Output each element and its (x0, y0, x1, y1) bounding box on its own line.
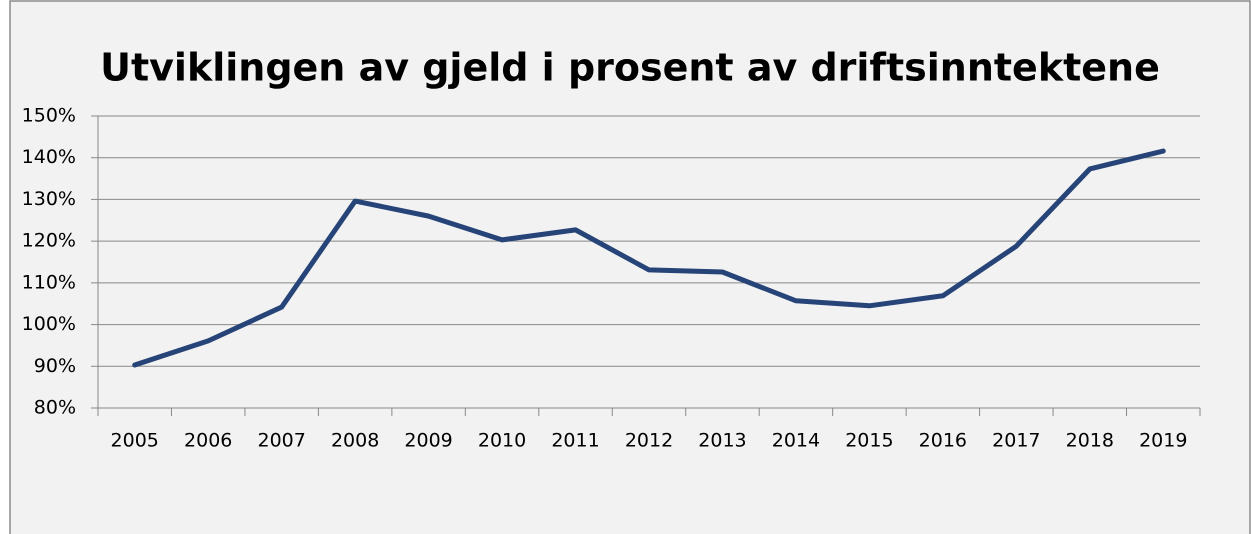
x-tick-label: 2006 (184, 430, 232, 452)
x-tick-label: 2011 (551, 430, 599, 452)
x-tick-label: 2010 (478, 430, 526, 452)
x-tick-label: 2012 (625, 430, 673, 452)
y-tick-label: 90% (34, 355, 76, 377)
y-tick-label: 130% (22, 188, 76, 210)
x-tick-label: 2013 (698, 430, 746, 452)
chart-frame (9, 0, 1251, 534)
x-tick-label: 2008 (331, 430, 379, 452)
y-tick-label: 100% (22, 313, 76, 335)
y-tick-label: 120% (22, 230, 76, 252)
x-tick-label: 2005 (111, 430, 159, 452)
x-tick-label: 2016 (919, 430, 967, 452)
y-tick-label: 150% (22, 105, 76, 127)
x-tick-label: 2009 (404, 430, 452, 452)
x-tick-label: 2018 (1066, 430, 1114, 452)
y-tick-label: 140% (22, 146, 76, 168)
x-tick-label: 2014 (772, 430, 820, 452)
y-tick-label: 80% (34, 397, 76, 419)
chart-title: Utviklingen av gjeld i prosent av drifts… (100, 46, 1160, 90)
y-tick-label: 110% (22, 271, 76, 293)
x-tick-label: 2007 (257, 430, 305, 452)
x-tick-label: 2019 (1139, 430, 1187, 452)
x-tick-label: 2017 (992, 430, 1040, 452)
data-line (132, 148, 1166, 368)
x-tick-label: 2015 (845, 430, 893, 452)
